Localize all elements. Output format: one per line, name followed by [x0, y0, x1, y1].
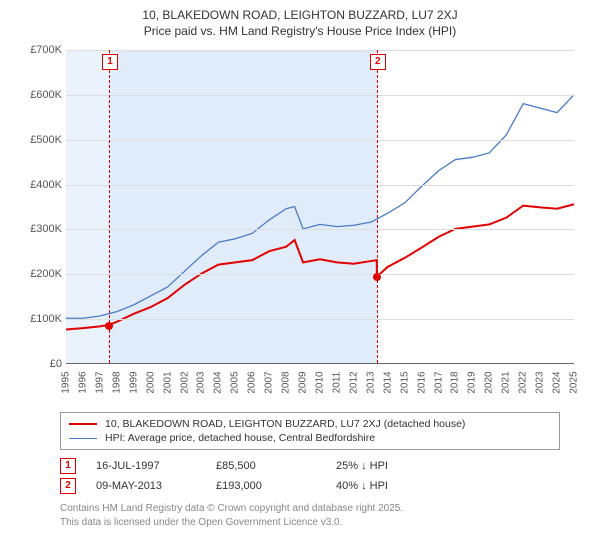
- x-tick-label: 1998: [111, 371, 122, 393]
- x-tick-label: 2005: [230, 371, 241, 393]
- marker-row: 1 16-JUL-1997 £85,500 25% ↓ HPI: [60, 456, 560, 476]
- marker-delta: 25% ↓ HPI: [336, 460, 456, 472]
- legend-label: 10, BLAKEDOWN ROAD, LEIGHTON BUZZARD, LU…: [105, 418, 465, 430]
- x-tick-label: 2013: [365, 371, 376, 393]
- x-tick-label: 2017: [433, 371, 444, 393]
- chart-marker-flag: 1: [102, 54, 118, 70]
- legend-label: HPI: Average price, detached house, Cent…: [105, 432, 375, 444]
- x-tick-label: 2003: [196, 371, 207, 393]
- y-tick-label: £100K: [16, 313, 62, 325]
- marker-price: £193,000: [216, 480, 336, 492]
- attribution-line: This data is licensed under the Open Gov…: [60, 516, 560, 530]
- x-tick-label: 2023: [535, 371, 546, 393]
- x-tick-label: 2018: [450, 371, 461, 393]
- x-tick-label: 2000: [145, 371, 156, 393]
- chart-marker-flag: 2: [370, 54, 386, 70]
- y-tick-label: £500K: [16, 134, 62, 146]
- x-tick-label: 2024: [552, 371, 563, 393]
- x-tick-label: 2021: [501, 371, 512, 393]
- marker-flag-icon: 1: [60, 458, 76, 474]
- x-tick-label: 1999: [128, 371, 139, 393]
- legend-row: 10, BLAKEDOWN ROAD, LEIGHTON BUZZARD, LU…: [69, 417, 551, 431]
- x-tick-label: 2015: [399, 371, 410, 393]
- y-tick-label: £200K: [16, 268, 62, 280]
- x-tick-label: 1996: [77, 371, 88, 393]
- x-tick-label: 2014: [382, 371, 393, 393]
- marker-row: 2 09-MAY-2013 £193,000 40% ↓ HPI: [60, 476, 560, 496]
- marker-date: 16-JUL-1997: [96, 460, 216, 472]
- plot-area: 12: [66, 50, 574, 364]
- y-tick-label: £700K: [16, 44, 62, 56]
- legend-swatch-price: [69, 423, 97, 425]
- x-tick-label: 2011: [331, 372, 342, 394]
- y-tick-label: £400K: [16, 179, 62, 191]
- x-tick-label: 1997: [94, 371, 105, 393]
- x-tick-label: 1995: [61, 371, 72, 393]
- x-tick-label: 2019: [467, 371, 478, 393]
- x-tick-label: 2002: [179, 371, 190, 393]
- marker-price: £85,500: [216, 460, 336, 472]
- marker-delta: 40% ↓ HPI: [336, 480, 456, 492]
- x-tick-label: 2009: [298, 371, 309, 393]
- page-title: 10, BLAKEDOWN ROAD, LEIGHTON BUZZARD, LU…: [0, 8, 600, 22]
- x-tick-label: 2001: [162, 371, 173, 393]
- marker-flag-icon: 2: [60, 478, 76, 494]
- legend-swatch-hpi: [69, 438, 97, 439]
- page-subtitle: Price paid vs. HM Land Registry's House …: [0, 24, 600, 38]
- x-tick-label: 2012: [348, 371, 359, 393]
- series-hpi: [66, 95, 574, 319]
- chart: £0£100K£200K£300K£400K£500K£600K£700K 12…: [16, 50, 584, 400]
- legend-row: HPI: Average price, detached house, Cent…: [69, 431, 551, 445]
- x-tick-label: 2007: [264, 371, 275, 393]
- x-tick-label: 2006: [247, 371, 258, 393]
- markers-table: 1 16-JUL-1997 £85,500 25% ↓ HPI 2 09-MAY…: [60, 456, 560, 496]
- x-tick-label: 2010: [315, 371, 326, 393]
- attribution: Contains HM Land Registry data © Crown c…: [60, 502, 560, 529]
- line-series: [66, 50, 574, 363]
- legend: 10, BLAKEDOWN ROAD, LEIGHTON BUZZARD, LU…: [60, 412, 560, 450]
- chart-marker-dot: [373, 273, 381, 281]
- x-tick-label: 2022: [518, 371, 529, 393]
- x-tick-label: 2025: [569, 371, 580, 393]
- y-tick-label: £600K: [16, 89, 62, 101]
- x-tick-label: 2020: [484, 371, 495, 393]
- x-tick-label: 2016: [416, 371, 427, 393]
- y-tick-label: £0: [16, 358, 62, 370]
- attribution-line: Contains HM Land Registry data © Crown c…: [60, 502, 560, 516]
- series-price_paid: [66, 204, 574, 329]
- y-tick-label: £300K: [16, 223, 62, 235]
- chart-marker-dot: [105, 322, 113, 330]
- marker-date: 09-MAY-2013: [96, 480, 216, 492]
- x-tick-label: 2004: [213, 371, 224, 393]
- x-tick-label: 2008: [281, 371, 292, 393]
